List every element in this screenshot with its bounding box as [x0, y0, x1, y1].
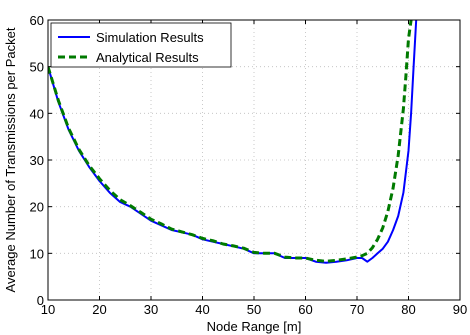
- y-axis-label: Average Number of Transmissions per Pack…: [3, 27, 18, 292]
- y-tick-label: 10: [30, 246, 44, 261]
- x-tick-label: 90: [453, 302, 467, 317]
- y-tick-label: 60: [30, 13, 44, 28]
- series-group: [48, 20, 418, 264]
- x-tick-label: 20: [92, 302, 106, 317]
- y-tick-label: 0: [37, 293, 44, 308]
- x-tick-label: 40: [195, 302, 209, 317]
- legend: Simulation Results Analytical Results: [50, 22, 232, 68]
- y-tick-label: 20: [30, 200, 44, 215]
- x-tick-label: 70: [350, 302, 364, 317]
- y-tick-label: 40: [30, 106, 44, 121]
- legend-label-analytical: Analytical Results: [96, 50, 199, 65]
- legend-box: [50, 22, 232, 68]
- series-line-1: [48, 20, 413, 263]
- x-tick-label: 10: [41, 302, 55, 317]
- legend-label-simulation: Simulation Results: [96, 30, 204, 45]
- x-tick-label: 50: [247, 302, 261, 317]
- y-tick-label: 50: [30, 60, 44, 75]
- x-tick-label: 80: [401, 302, 415, 317]
- x-tick-label: 60: [298, 302, 312, 317]
- y-tick-label: 30: [30, 153, 44, 168]
- x-tick-label: 30: [144, 302, 158, 317]
- x-axis-label: Node Range [m]: [207, 319, 302, 334]
